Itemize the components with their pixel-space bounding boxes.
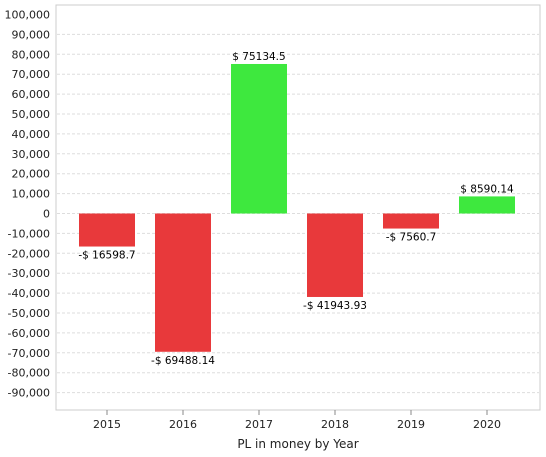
y-tick-label: -90,000 [8, 387, 50, 400]
bar [307, 213, 363, 297]
data-label: $ 8590.14 [460, 183, 514, 195]
gridlines [57, 33, 539, 394]
data-label: -$ 16598.7 [78, 250, 135, 262]
x-tick-label: 2018 [321, 418, 349, 431]
x-tick-label: 2015 [93, 418, 121, 431]
bar [79, 213, 135, 247]
y-tick-label: -80,000 [8, 367, 50, 380]
y-tick-label: 70,000 [12, 68, 51, 81]
y-tick-label: 60,000 [12, 88, 51, 101]
bar [155, 213, 211, 352]
x-tick-label: 2016 [169, 418, 197, 431]
x-tick-label: 2020 [473, 418, 501, 431]
y-tick-label: -50,000 [8, 307, 50, 320]
y-tick-label: 90,000 [12, 28, 51, 41]
y-axis: 100,000 90,000 80,000 70,000 60,000 50,000 40,… [5, 9, 51, 400]
y-tick-label: 40,000 [12, 128, 51, 141]
y-tick-label: 50,000 [12, 108, 51, 121]
y-tick-label: -40,000 [8, 287, 50, 300]
x-axis: 2015 2016 2017 2018 2019 2020 [93, 410, 501, 431]
x-axis-title: PL in money by Year [237, 437, 358, 451]
y-tick-label: 0 [43, 208, 50, 221]
data-label: -$ 41943.93 [303, 300, 367, 312]
bar [459, 196, 515, 214]
data-label: $ 75134.5 [232, 51, 285, 63]
bar [383, 213, 439, 229]
bars [79, 63, 515, 352]
y-tick-label: 30,000 [12, 148, 51, 161]
y-tick-label: 100,000 [5, 9, 51, 22]
x-tick-label: 2019 [397, 418, 425, 431]
data-labels: -$ 16598.7 -$ 69488.14 $ 75134.5 -$ 41943.9… [78, 51, 514, 367]
data-label: -$ 69488.14 [151, 355, 215, 367]
y-tick-label: -70,000 [8, 347, 50, 360]
y-tick-label: 20,000 [12, 168, 51, 181]
y-tick-label: -20,000 [8, 247, 50, 260]
bar [231, 63, 287, 214]
y-tick-label: 10,000 [12, 188, 51, 201]
y-tick-label: -30,000 [8, 267, 50, 280]
y-tick-label: 80,000 [12, 48, 51, 61]
y-tick-label: -60,000 [8, 327, 50, 340]
y-tick-label: -10,000 [8, 227, 50, 240]
x-tick-label: 2017 [245, 418, 273, 431]
data-label: -$ 7560.7 [386, 232, 437, 244]
